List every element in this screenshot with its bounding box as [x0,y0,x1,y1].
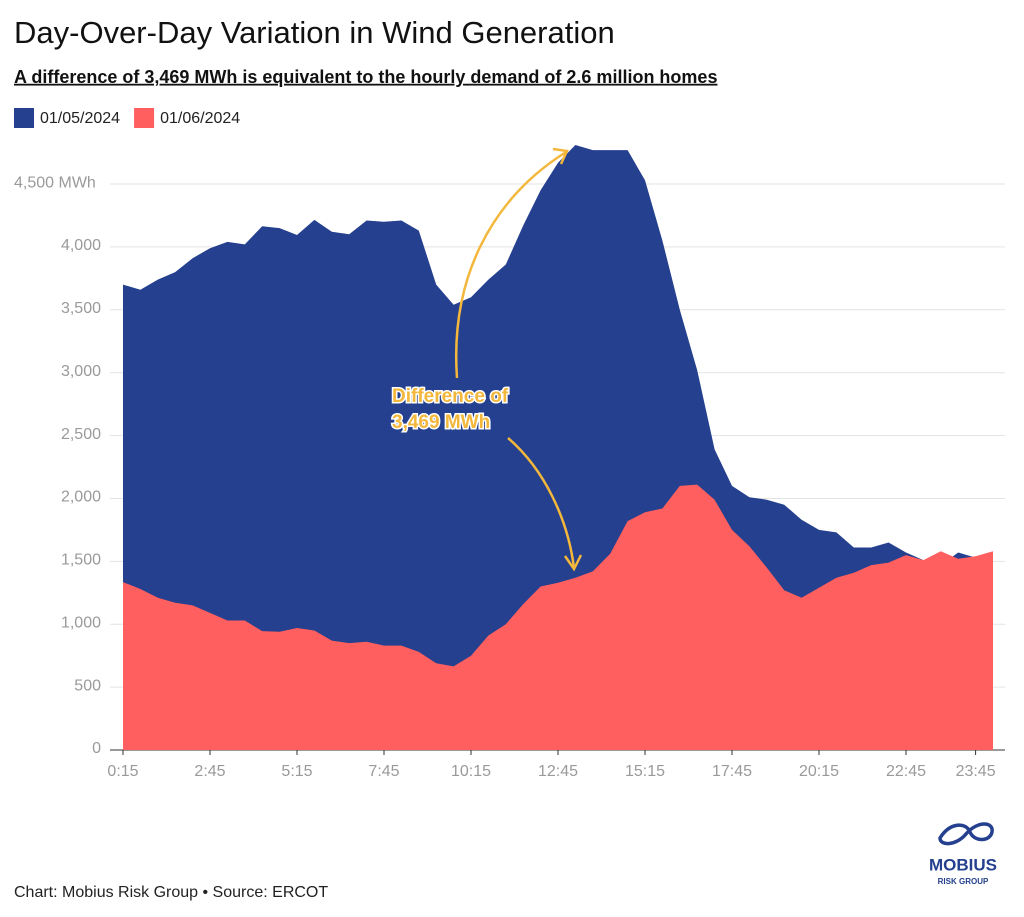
x-tick-label: 17:45 [712,763,752,780]
y-tick-label: 3,000 [61,363,101,380]
area [123,484,993,750]
y-tick-label: 0 [92,740,101,757]
y-tick-label: 2,500 [61,426,101,443]
y-tick-label: 2,000 [61,489,101,506]
annotation-arrowhead [552,147,569,165]
legend-swatch [14,108,34,128]
y-tick-label: 500 [74,677,101,694]
source: Chart: Mobius Risk Group • Source: ERCOT [14,884,328,901]
annotation-text: Difference of [392,386,509,407]
legend-label: 01/06/2024 [160,110,240,127]
logo-mark [938,822,994,846]
x-tick-label: 2:45 [194,763,225,780]
chart-title: Day-Over-Day Variation in Wind Generatio… [14,15,615,50]
y-tick-label: 1,500 [61,552,101,569]
x-tick-label: 0:15 [107,763,138,780]
x-tick-label: 20:15 [799,763,839,780]
annotation-text: 3,469 MWh [392,412,490,433]
x-tick-label: 7:45 [368,763,399,780]
annotation-arrowhead [563,554,583,572]
x-tick-label: 10:15 [451,763,491,780]
areas [123,145,993,750]
logo: MOBIUS RISK GROUP [929,822,997,886]
axes: 0 500 1,000 1,500 2,000 2,500 3,000 3,500 4,000 4… [14,174,996,780]
logo-tagline: RISK GROUP [938,877,989,886]
x-tick-label: 15:15 [625,763,665,780]
annotation: Difference of 3,469 MWh [391,147,583,572]
legend: 01/05/2024 01/06/2024 [14,108,240,128]
x-tick-label: 23:45 [956,763,996,780]
y-tick-label: 4,500 MWh [14,174,96,191]
logo-name: MOBIUS [929,855,997,874]
legend-swatch [134,108,155,128]
annotation-arrow [507,437,576,569]
x-tick-label: 22:45 [886,763,926,780]
chart-subtitle: A difference of 3,469 MWh is equivalent … [14,67,717,87]
legend-label: 01/05/2024 [40,110,120,127]
y-tick-label: 1,000 [61,614,101,631]
annotation-arrow [455,150,567,379]
y-tick-label: 3,500 [61,300,101,317]
y-tick-label: 4,000 [61,237,101,254]
x-tick-label: 12:45 [538,763,578,780]
x-tick-label: 5:15 [281,763,312,780]
